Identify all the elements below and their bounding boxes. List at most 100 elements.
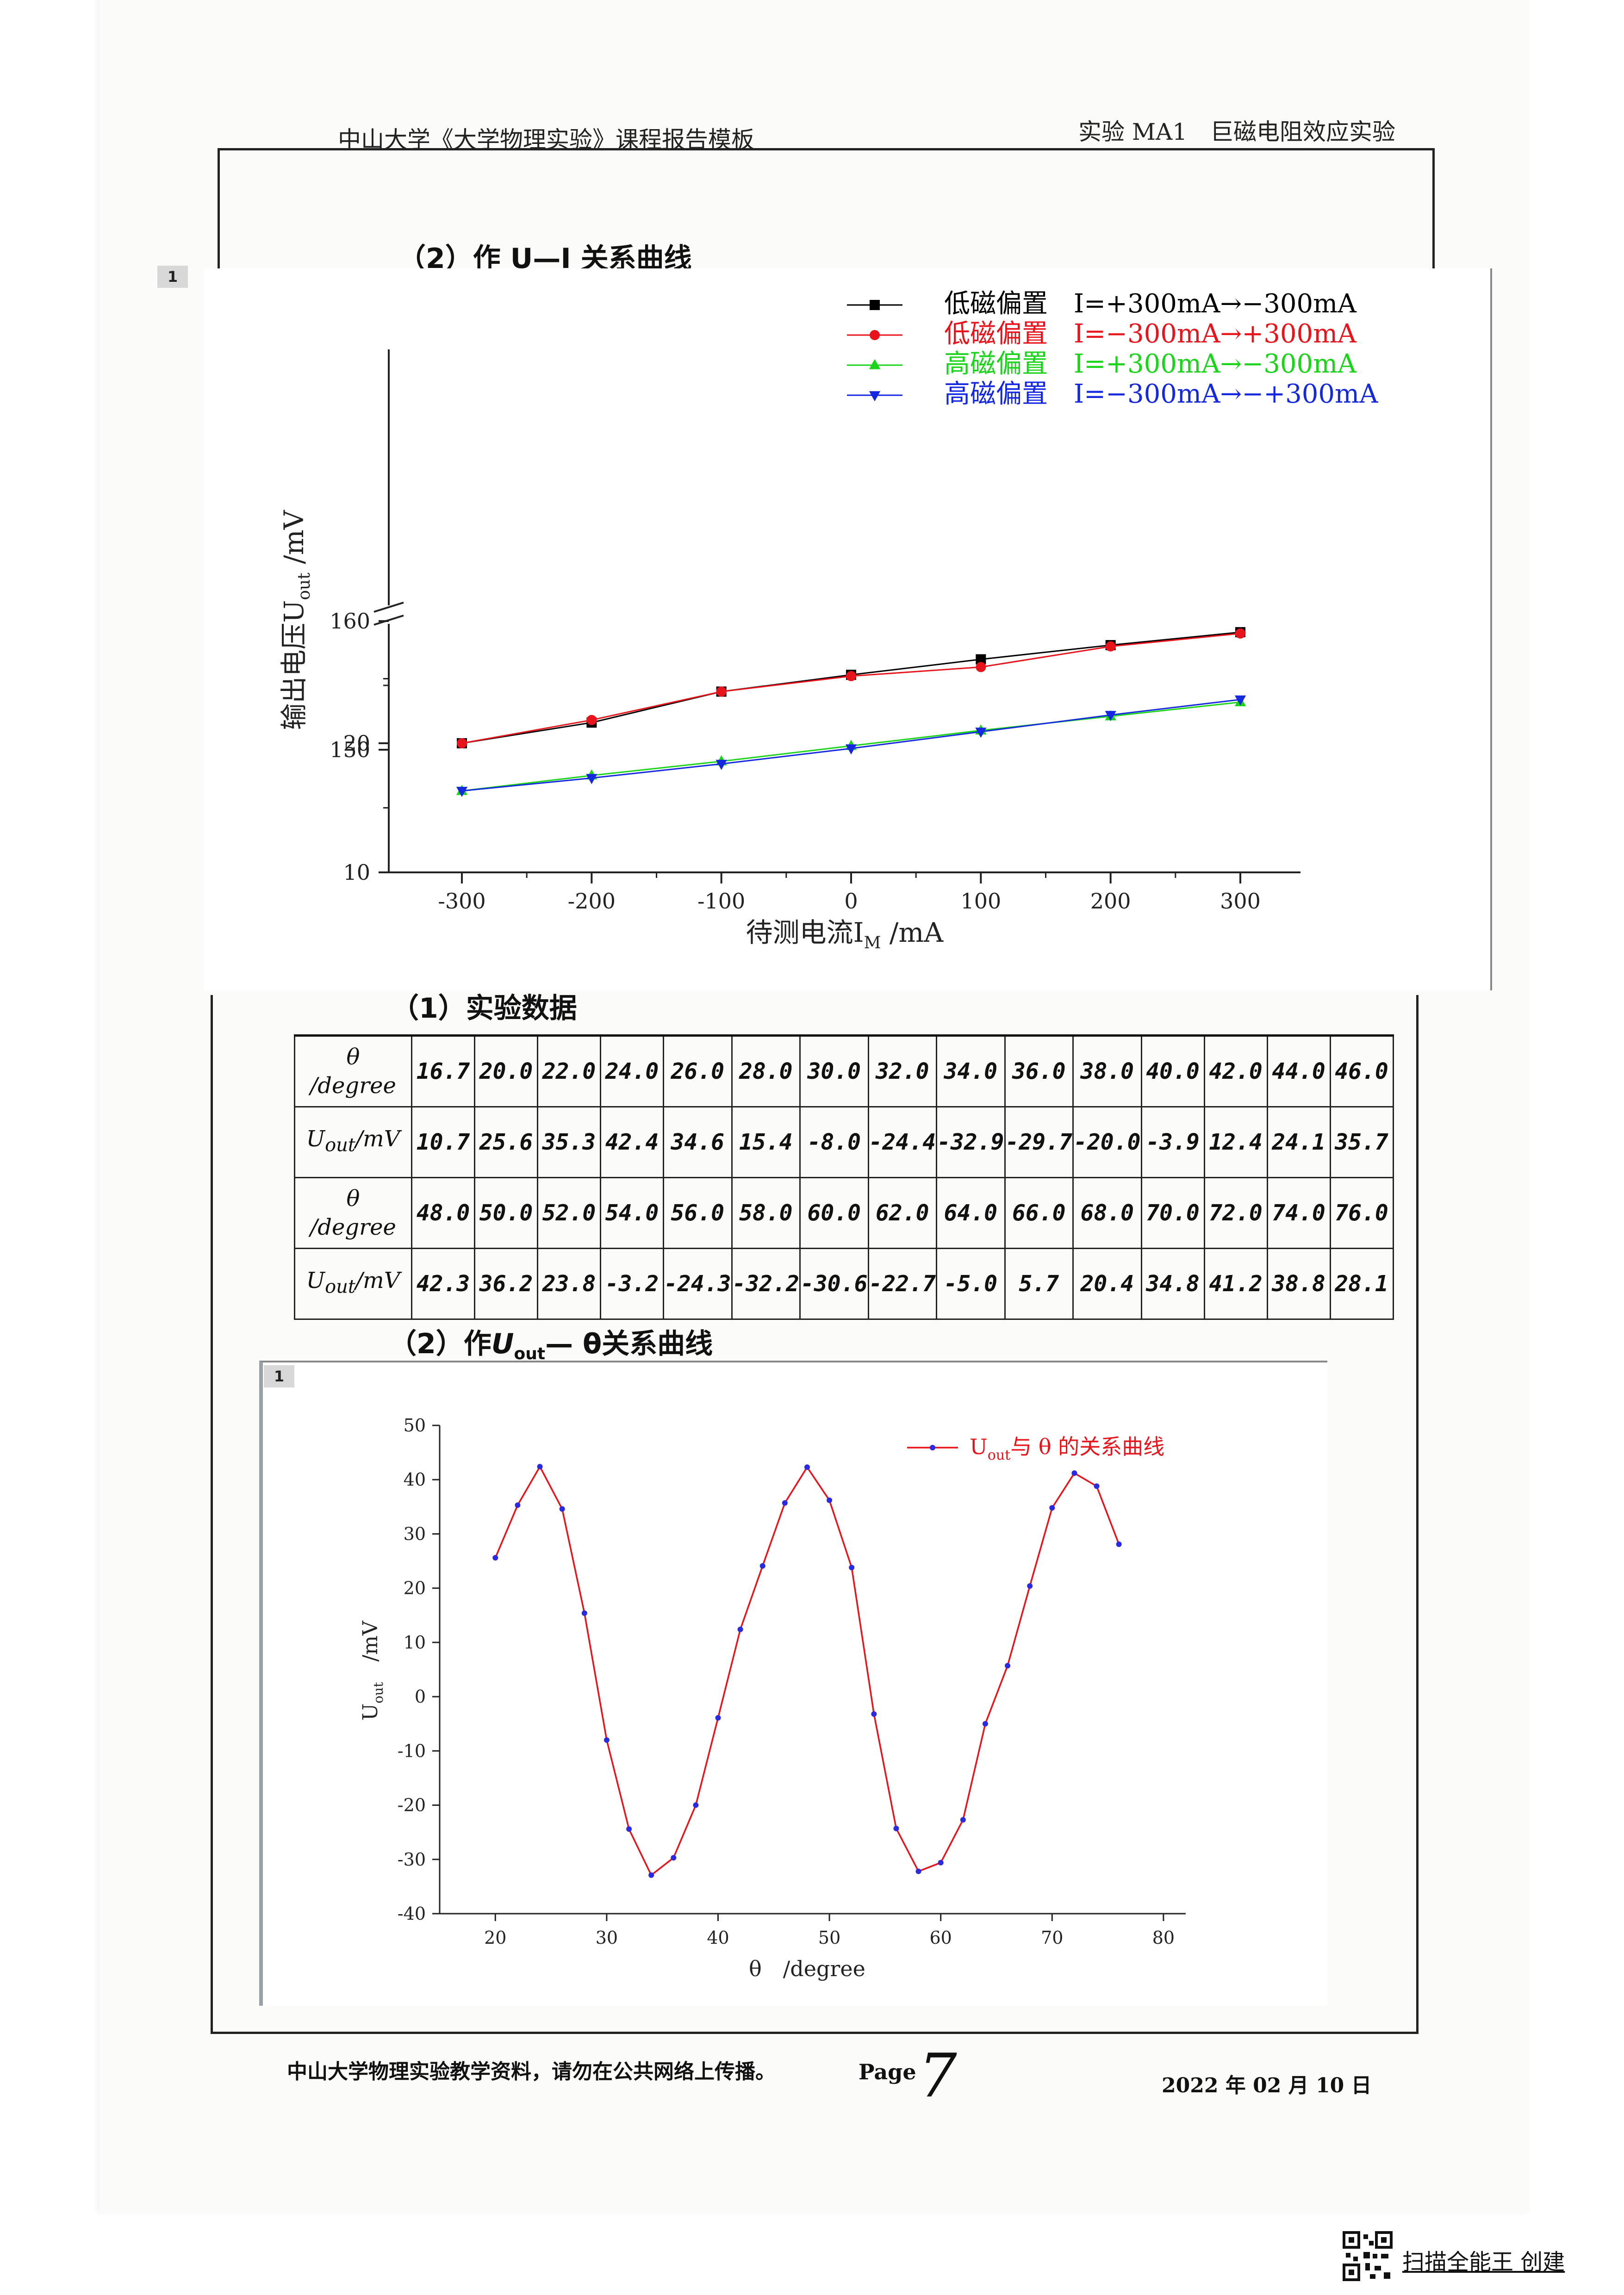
data-point: [648, 1872, 654, 1878]
y-axis-label: 输出电压Uout /mV: [278, 510, 314, 730]
data-point: [975, 728, 987, 738]
data-point: [915, 1868, 921, 1874]
x-axis-label: θ /degree: [749, 1956, 865, 1981]
graph-badge-1: 1: [157, 266, 188, 288]
table-cell: 38.0: [1072, 1034, 1142, 1107]
table-cell: 12.4: [1203, 1106, 1268, 1178]
data-point: [456, 787, 468, 797]
table-cell: -22.7: [867, 1248, 937, 1320]
legend-label: 高磁偏置 I=+300mA→−300mA: [944, 349, 1356, 379]
data-point: [1027, 1583, 1033, 1589]
table-cell: 36.0: [1004, 1034, 1074, 1107]
table-cell: -32.9: [936, 1106, 1006, 1178]
footer-notice: 中山大学物理实验教学资料，请勿在公共网络上传播。: [287, 2060, 776, 2084]
table-cell: 35.7: [1329, 1106, 1394, 1178]
table-cell: 48.0: [411, 1177, 475, 1249]
x-tick-label: 80: [1152, 1928, 1175, 1948]
y-tick-label: 150: [330, 737, 370, 762]
data-point: [693, 1802, 699, 1808]
x-tick-label: -200: [568, 889, 616, 914]
table-cell: 5.7: [1004, 1248, 1074, 1320]
table-cell: 23.8: [537, 1248, 601, 1320]
x-tick-label: 40: [707, 1928, 729, 1948]
data-point: [586, 715, 597, 725]
series-line: [461, 631, 1241, 744]
table-cell: 60.0: [799, 1177, 869, 1249]
legend-marker: [869, 359, 881, 369]
y-tick-label: 50: [404, 1415, 426, 1436]
x-tick-label: 30: [596, 1928, 618, 1948]
table-row-theta-2: θ/degree 48.0 50.0 52.0 54.0 56.0 58.0 60.0 62.…: [294, 1177, 1394, 1249]
table-cell: 26.0: [663, 1034, 733, 1107]
y-tick-label: 0: [415, 1686, 426, 1707]
table-cell: 56.0: [663, 1177, 733, 1249]
data-point: [671, 1855, 677, 1861]
data-point: [960, 1817, 966, 1823]
legend-marker: [870, 330, 880, 340]
table-cell: 46.0: [1329, 1034, 1394, 1107]
data-point: [759, 1563, 765, 1569]
table-cell: -8.0: [799, 1106, 869, 1178]
table-cell: 22.0: [537, 1034, 601, 1107]
x-tick-label: -300: [438, 889, 485, 914]
y-tick-label: -10: [398, 1741, 426, 1761]
table-cell: -29.7: [1004, 1106, 1074, 1178]
table-cell: 64.0: [936, 1177, 1006, 1249]
utheta-chart: -40 -30 -20 -10 0 10 20 30 40 50 20 30 40 50 60 70 80 θ /…: [359, 1415, 1186, 1981]
data-point: [982, 1721, 988, 1727]
x-tick-label: 100: [960, 889, 1001, 914]
table-row-u-2: Uout/mV 42.3 36.2 23.8 -3.2 -24.3 -32.2 -30.6-…: [294, 1248, 1394, 1320]
y-tick-label: 40: [404, 1469, 426, 1490]
y-tick-label: 10: [404, 1632, 426, 1653]
table-cell: 68.0: [1072, 1177, 1142, 1249]
table-cell: 35.3: [537, 1106, 601, 1178]
x-axis-label: 待测电流IM /mA: [746, 917, 944, 952]
table-cell: 16.7: [411, 1034, 475, 1107]
data-point: [1105, 711, 1116, 721]
data-point: [1235, 628, 1245, 639]
table-cell: 42.4: [600, 1106, 664, 1178]
y-axis-label: Uout /mV: [359, 1620, 386, 1721]
table-cell: 76.0: [1329, 1177, 1394, 1249]
x-tick-label: 60: [930, 1928, 952, 1948]
legend-label: 低磁偏置 I=+300mA→−300mA: [944, 289, 1356, 319]
table-row-u-1: Uout/mV 10.7 25.6 35.3 42.4 34.6 15.4 -8.0 -24.…: [294, 1106, 1394, 1178]
table-cell: 38.8: [1266, 1248, 1331, 1320]
row-label-u: Uout/mV: [294, 1106, 412, 1178]
table-cell: 34.0: [936, 1034, 1006, 1107]
y-tick-label: -20: [398, 1795, 426, 1816]
data-point: [626, 1826, 632, 1832]
data-point: [537, 1464, 543, 1470]
table-cell: -3.2: [600, 1248, 664, 1320]
table-cell: 32.0: [867, 1034, 937, 1107]
table-cell: 44.0: [1266, 1034, 1331, 1107]
x-tick-label: 50: [818, 1928, 840, 1948]
data-point: [976, 662, 986, 672]
data-point: [827, 1497, 833, 1503]
data-point: [559, 1506, 565, 1512]
data-point: [1234, 695, 1246, 706]
y-tick-label: 20: [343, 731, 370, 756]
table-cell: 66.0: [1004, 1177, 1074, 1249]
row-label-u: Uout/mV: [294, 1248, 412, 1320]
table-cell: 58.0: [731, 1177, 801, 1249]
legend-marker: [869, 391, 881, 402]
table-row-theta-1: θ/degree 16.7 20.0 22.0 24.0 26.0 28.0 30.0 32.…: [294, 1034, 1394, 1107]
report-frame-lower: [211, 995, 1419, 2034]
x-tick-label: 200: [1090, 889, 1131, 914]
data-point: [976, 654, 986, 665]
data-point: [1105, 641, 1116, 652]
report-frame-upper: [218, 148, 1435, 280]
data-point: [1049, 1505, 1055, 1511]
legend-marker: [930, 1445, 935, 1450]
row-label-theta: θ/degree: [294, 1034, 412, 1107]
header-experiment-title: 实验 MA1 巨磁电阻效应实验: [1078, 118, 1396, 145]
series-line: [494, 1465, 1120, 1877]
table-cell: 42.3: [411, 1248, 475, 1320]
axis-break-mark: [373, 602, 404, 613]
table-cell: 72.0: [1203, 1177, 1268, 1249]
data-point: [715, 1715, 721, 1721]
data-point: [938, 1860, 944, 1866]
data-point: [492, 1555, 498, 1561]
